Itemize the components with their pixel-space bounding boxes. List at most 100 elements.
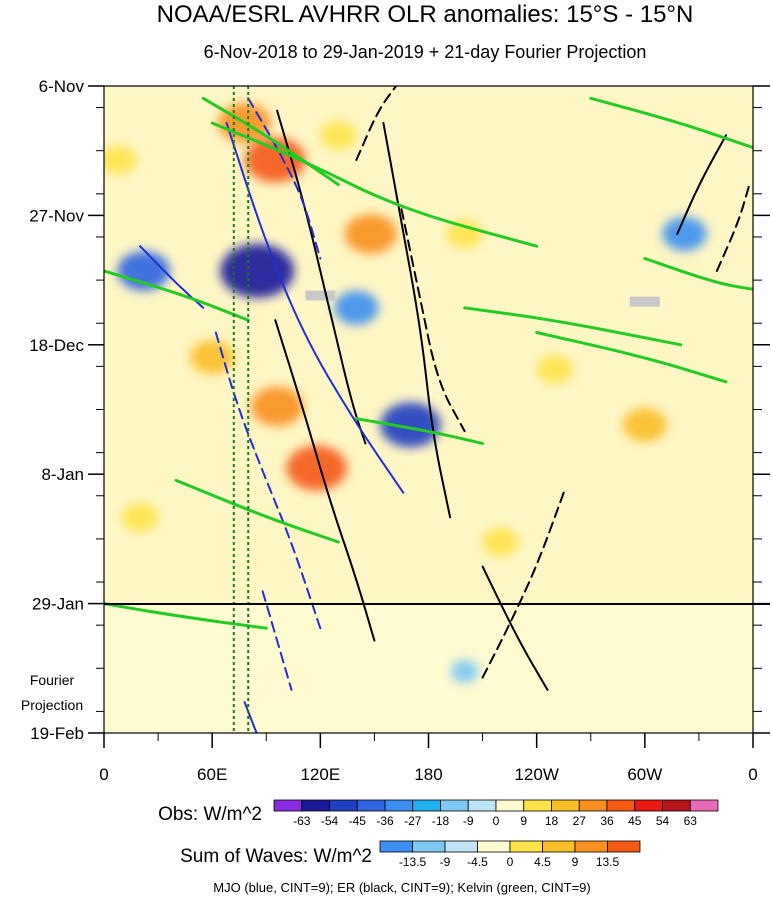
er-contour [355, 86, 398, 161]
colorbar-swatch [509, 840, 543, 853]
mjo-contour [247, 97, 322, 260]
chart-subtitle: 6-Nov-2018 to 29-Jan-2019 + 21-day Fouri… [204, 42, 647, 62]
colorbar-swatch [551, 799, 580, 812]
x-tick-label: 120W [514, 765, 558, 784]
wave-legend-text: MJO (blue, CINT=9); ER (black, CINT=9); … [213, 880, 590, 895]
colorbar-swatch [412, 840, 446, 853]
obs-colorbar-label: Obs: W/m^2 [158, 804, 262, 825]
x-axis: 0 60E 120E 180 120W 60W 0 [99, 733, 758, 784]
colorbar-swatch [574, 840, 608, 853]
missing-data-patch [629, 296, 660, 307]
colorbar-swatch [329, 799, 358, 812]
colorbar-level-label: 36 [600, 814, 614, 828]
anomaly-blob [446, 219, 483, 249]
x-tick-label: 0 [99, 765, 108, 784]
colorbar-level-label: 9 [572, 855, 579, 869]
kelvin-contour [174, 478, 340, 544]
er-contour [400, 208, 466, 433]
colorbar-swatch [607, 840, 641, 853]
colorbar-level-label: -9 [463, 814, 474, 828]
projection-label-line2: Projection [21, 697, 83, 713]
chart-title: NOAA/ESRL AVHRR OLR anomalies: 15°S - 15… [157, 1, 694, 28]
anomaly-blob [190, 340, 235, 375]
anomaly-blob [344, 214, 398, 254]
er-contour [676, 134, 727, 235]
x-tick-label: 120E [300, 765, 340, 784]
anomaly-blob [334, 290, 379, 325]
colorbar-swatch [634, 799, 663, 812]
colorbar-level-label: -54 [321, 814, 339, 828]
anomaly-blob [450, 659, 479, 684]
x-tick-label: 60E [197, 765, 227, 784]
colorbar-level-label: 27 [573, 814, 587, 828]
colorbar-swatch [412, 799, 441, 812]
anomaly-blob [380, 402, 441, 448]
waves-colorbar-label: Sum of Waves: W/m^2 [180, 846, 372, 867]
colorbar-swatch [467, 799, 497, 812]
colorbar-swatch [689, 799, 719, 812]
colorbar-swatch [379, 840, 413, 853]
waves-colorbar: -13.5 -9 -4.5 0 4.5 9 13.5 [379, 840, 641, 869]
colorbar-swatch [273, 799, 303, 812]
anomaly-blob [662, 216, 707, 251]
kelvin-contour [354, 417, 485, 445]
mjo-contour [139, 245, 205, 309]
colorbar-swatch [301, 799, 330, 812]
anomaly-blob [245, 137, 306, 183]
mjo-contour [214, 331, 322, 630]
x-tick-label: 0 [748, 765, 757, 784]
kelvin-contour [535, 331, 728, 384]
er-contour [274, 319, 376, 642]
kelvin-contour [643, 257, 753, 291]
colorbar-level-label: 0 [493, 814, 500, 828]
colorbar-level-label: -18 [432, 814, 450, 828]
anomaly-blob [121, 502, 159, 532]
colorbar-level-label: 0 [507, 855, 514, 869]
colorbar-level-label: 54 [656, 814, 670, 828]
anomaly-blob [320, 120, 357, 150]
anomaly-field [104, 103, 707, 696]
anomaly-blob [104, 145, 137, 175]
colorbar-swatch [384, 799, 414, 812]
colorbar-swatch [440, 799, 469, 812]
colorbar-level-label: 13.5 [596, 855, 620, 869]
anomaly-blob [117, 251, 170, 291]
kelvin-contour [104, 269, 250, 322]
y-tick-label: 18-Dec [29, 336, 84, 355]
colorbar-swatch [477, 840, 511, 853]
mjo-contour [225, 122, 405, 494]
colorbar-swatch [542, 840, 576, 853]
colorbar-level-label: 4.5 [534, 855, 551, 869]
y-tick-label: 27-Nov [29, 206, 84, 225]
colorbar-swatch [523, 799, 552, 812]
y-tick-label: 6-Nov [39, 77, 85, 96]
y-tick-label: 8-Jan [41, 465, 84, 484]
colorbar-level-label: -45 [349, 814, 367, 828]
anomaly-blob [220, 243, 295, 298]
colorbar-swatch [495, 799, 525, 812]
colorbar-level-label: 45 [628, 814, 642, 828]
colorbar-level-label: -36 [376, 814, 394, 828]
er-contour [715, 183, 751, 272]
x-tick-label: 180 [414, 765, 442, 784]
colorbar-swatch [578, 799, 608, 812]
y-axis: 6-Nov 27-Nov 18-Dec 8-Jan 29-Jan 19-Feb [29, 77, 770, 743]
anomaly-blob [622, 407, 667, 443]
plot-area [104, 86, 753, 733]
anomaly-blob [250, 386, 304, 427]
mjo-contour [261, 590, 293, 691]
colorbar-level-label: 9 [520, 814, 527, 828]
kelvin-contour [463, 306, 683, 347]
colorbar-swatch [356, 799, 386, 812]
obs-colorbar: -63 -54 -45 -36 -27 -18 -9 0 9 18 27 36 45 54 63 [273, 799, 719, 828]
colorbar-level-label: -63 [293, 814, 311, 828]
missing-data [305, 290, 660, 307]
kelvin-contour [589, 96, 753, 150]
mjo-contour [243, 701, 258, 733]
er-contour [276, 109, 367, 445]
x-tick-label: 60W [627, 765, 662, 784]
anomaly-blob [286, 445, 347, 491]
colorbar-level-label: -9 [440, 855, 451, 869]
colorbar-level-label: -27 [404, 814, 422, 828]
